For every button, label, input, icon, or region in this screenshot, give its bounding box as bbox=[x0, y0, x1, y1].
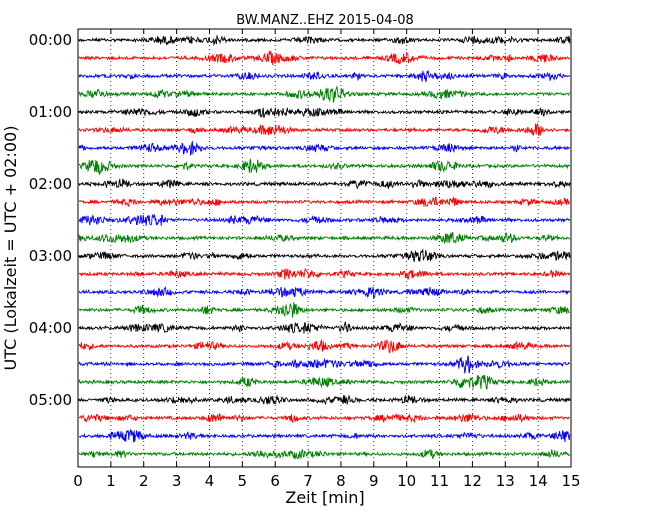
x-tick-label: 9 bbox=[369, 472, 379, 490]
trace-line bbox=[78, 85, 571, 103]
y-tick-label: 04:00 bbox=[29, 319, 72, 337]
trace-line bbox=[78, 122, 571, 136]
trace-line bbox=[78, 412, 570, 424]
plot-frame bbox=[77, 28, 572, 468]
y-tick-label: 02:00 bbox=[29, 175, 72, 193]
trace-line bbox=[78, 195, 570, 208]
trace-line bbox=[78, 321, 571, 334]
x-tick-label: 7 bbox=[303, 472, 313, 490]
trace-line bbox=[78, 35, 571, 46]
chart-title: BW.MANZ..EHZ 2015-04-08 bbox=[236, 13, 414, 28]
trace-line bbox=[78, 286, 571, 300]
trace-line bbox=[78, 374, 571, 390]
trace-line bbox=[78, 339, 571, 354]
trace-line bbox=[78, 50, 571, 66]
x-tick-label: 1 bbox=[106, 472, 116, 490]
x-axis-label: Zeit [min] bbox=[285, 488, 364, 507]
trace-line bbox=[78, 248, 571, 262]
x-tick-label: 11 bbox=[430, 472, 449, 490]
x-tick-label: 12 bbox=[463, 472, 482, 490]
x-tick-label: 10 bbox=[397, 472, 416, 490]
x-tick-label: 0 bbox=[73, 472, 83, 490]
trace-line bbox=[78, 355, 571, 374]
trace-line bbox=[78, 177, 571, 190]
trace-line bbox=[78, 231, 571, 245]
trace-line bbox=[78, 107, 571, 118]
x-tick-label: 3 bbox=[172, 472, 182, 490]
trace-line bbox=[78, 69, 571, 83]
trace-line bbox=[78, 449, 571, 460]
trace-line bbox=[78, 140, 571, 156]
y-tick-label: 03:00 bbox=[29, 247, 72, 265]
x-tick-label: 8 bbox=[336, 472, 346, 490]
x-axis-ticks: 0 1 2 3 4 5 6 7 8 9 10 11 12 13 14 15 bbox=[73, 29, 581, 490]
x-tick-label: 2 bbox=[139, 472, 149, 490]
trace-line bbox=[78, 267, 571, 280]
y-axis-ticks: 00:00 01:00 02:00 03:00 04:00 05:00 bbox=[29, 31, 571, 409]
x-tick-label: 13 bbox=[496, 472, 515, 490]
x-tick-label: 5 bbox=[238, 472, 248, 490]
trace-line bbox=[78, 213, 571, 226]
y-tick-label: 01:00 bbox=[29, 103, 72, 121]
x-tick-label: 4 bbox=[205, 472, 215, 490]
y-axis-label: UTC (Lokalzeit = UTC + 02:00) bbox=[1, 126, 20, 371]
y-tick-label: 05:00 bbox=[29, 391, 72, 409]
x-tick-label: 15 bbox=[561, 472, 580, 490]
trace-line bbox=[78, 394, 571, 406]
x-tick-label: 14 bbox=[529, 472, 548, 490]
trace-line bbox=[78, 428, 571, 443]
trace-line bbox=[78, 158, 571, 176]
traces-group bbox=[78, 35, 571, 460]
y-tick-label: 00:00 bbox=[29, 31, 72, 49]
x-tick-label: 6 bbox=[270, 472, 280, 490]
trace-line bbox=[78, 302, 571, 318]
